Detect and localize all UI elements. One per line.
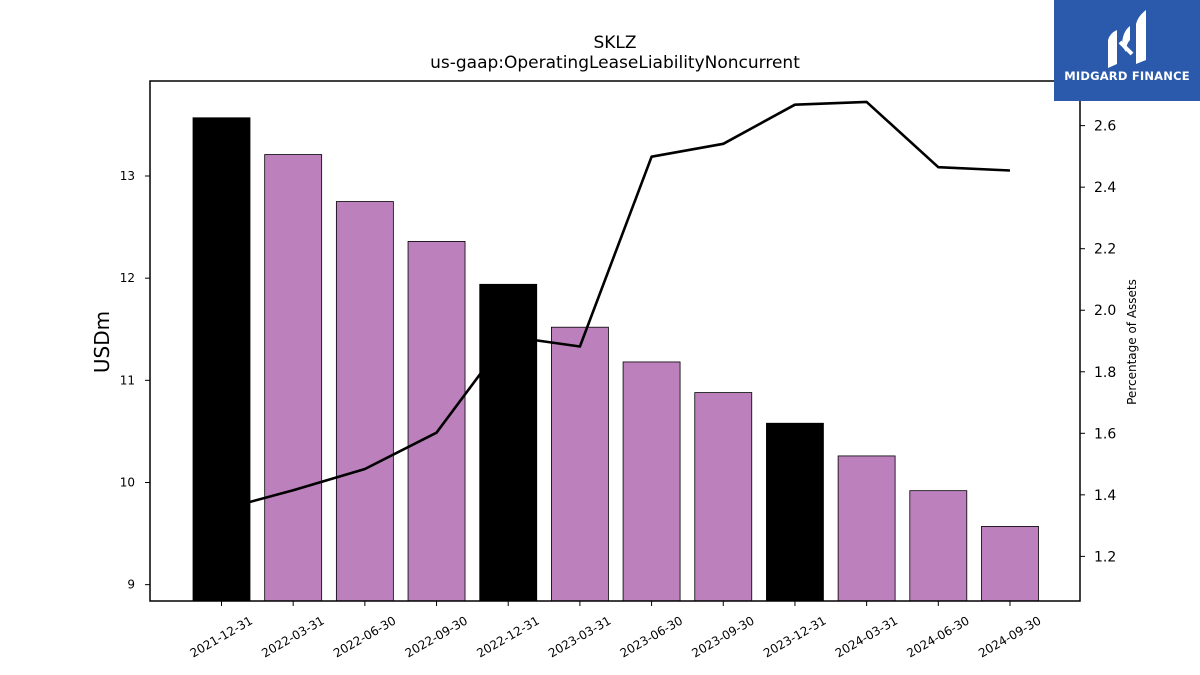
chart-title: SKLZ [593,33,636,53]
midgard-logo-icon [1108,10,1146,68]
y2-axis-ticks: 1.2 1.4 1.6 1.8 2.0 2.2 2.4 2.6 [1080,119,1116,565]
y2-tick-label: 2.4 [1094,180,1116,196]
x-tick-label: 2022-06-30 [331,613,398,660]
x-tick-label: 2024-06-30 [904,613,971,660]
bar-2023-09-30 [694,392,753,602]
plot-frame [149,80,1081,602]
bar-2022-12-31 [479,283,538,602]
y-axis-label: USDm [90,311,114,373]
x-tick-label: 2023-12-31 [761,613,828,660]
y2-tick-label: 1.8 [1094,365,1116,381]
y2-tick-label: 2.0 [1094,303,1116,319]
y2-tick-label: 1.6 [1094,426,1116,442]
x-tick-label: 2022-03-31 [259,613,326,660]
x-tick-label: 2024-03-31 [833,613,900,660]
y-tick-label: 10 [120,475,135,489]
y2-tick-label: 2.2 [1094,242,1116,258]
x-tick-label: 2021-12-31 [188,613,255,660]
y-tick-label: 13 [120,169,135,183]
brand-logo: MIDGARD FINANCE [1054,0,1200,101]
y2-tick-label: 2.6 [1094,119,1116,135]
bar-2024-09-30 [981,526,1039,602]
x-tick-label: 2024-09-30 [976,613,1043,660]
x-tick-label: 2023-09-30 [689,613,756,660]
line-group [221,100,1011,511]
x-tick-label: 2023-06-30 [618,613,685,660]
y-tick-label: 9 [127,578,135,592]
chart-subtitle: us-gaap:OperatingLeaseLiabilityNoncurren… [430,53,800,73]
y-tick-label: 11 [120,373,135,387]
line-series-percentage-of-assets [221,100,1011,511]
x-axis-ticks: 2021-12-31 2022-03-31 2022-06-30 2022-09-30… [188,601,1043,660]
y2-tick-label: 1.2 [1094,549,1116,565]
bar-2024-06-30 [909,490,968,602]
bar-2023-03-31 [551,326,609,602]
bar-2024-03-31 [837,455,896,602]
bar-2023-12-31 [766,422,824,602]
brand-name: MIDGARD FINANCE [1064,69,1190,83]
bar-2022-06-30 [335,201,394,602]
bar-2021-12-31 [192,117,251,602]
y2-axis-label: Percentage of Assets [1125,279,1139,405]
bar-2023-06-30 [622,361,681,602]
y2-tick-label: 1.4 [1094,488,1116,504]
y-tick-label: 12 [120,271,135,285]
x-tick-label: 2023-03-31 [546,613,613,660]
bar-group [192,117,1039,602]
x-tick-label: 2022-12-31 [474,613,541,660]
bar-2022-09-30 [407,240,466,602]
x-tick-label: 2022-09-30 [403,613,470,660]
y-axis-ticks: 9 10 11 12 13 [120,169,150,592]
bar-2022-03-31 [264,154,323,602]
